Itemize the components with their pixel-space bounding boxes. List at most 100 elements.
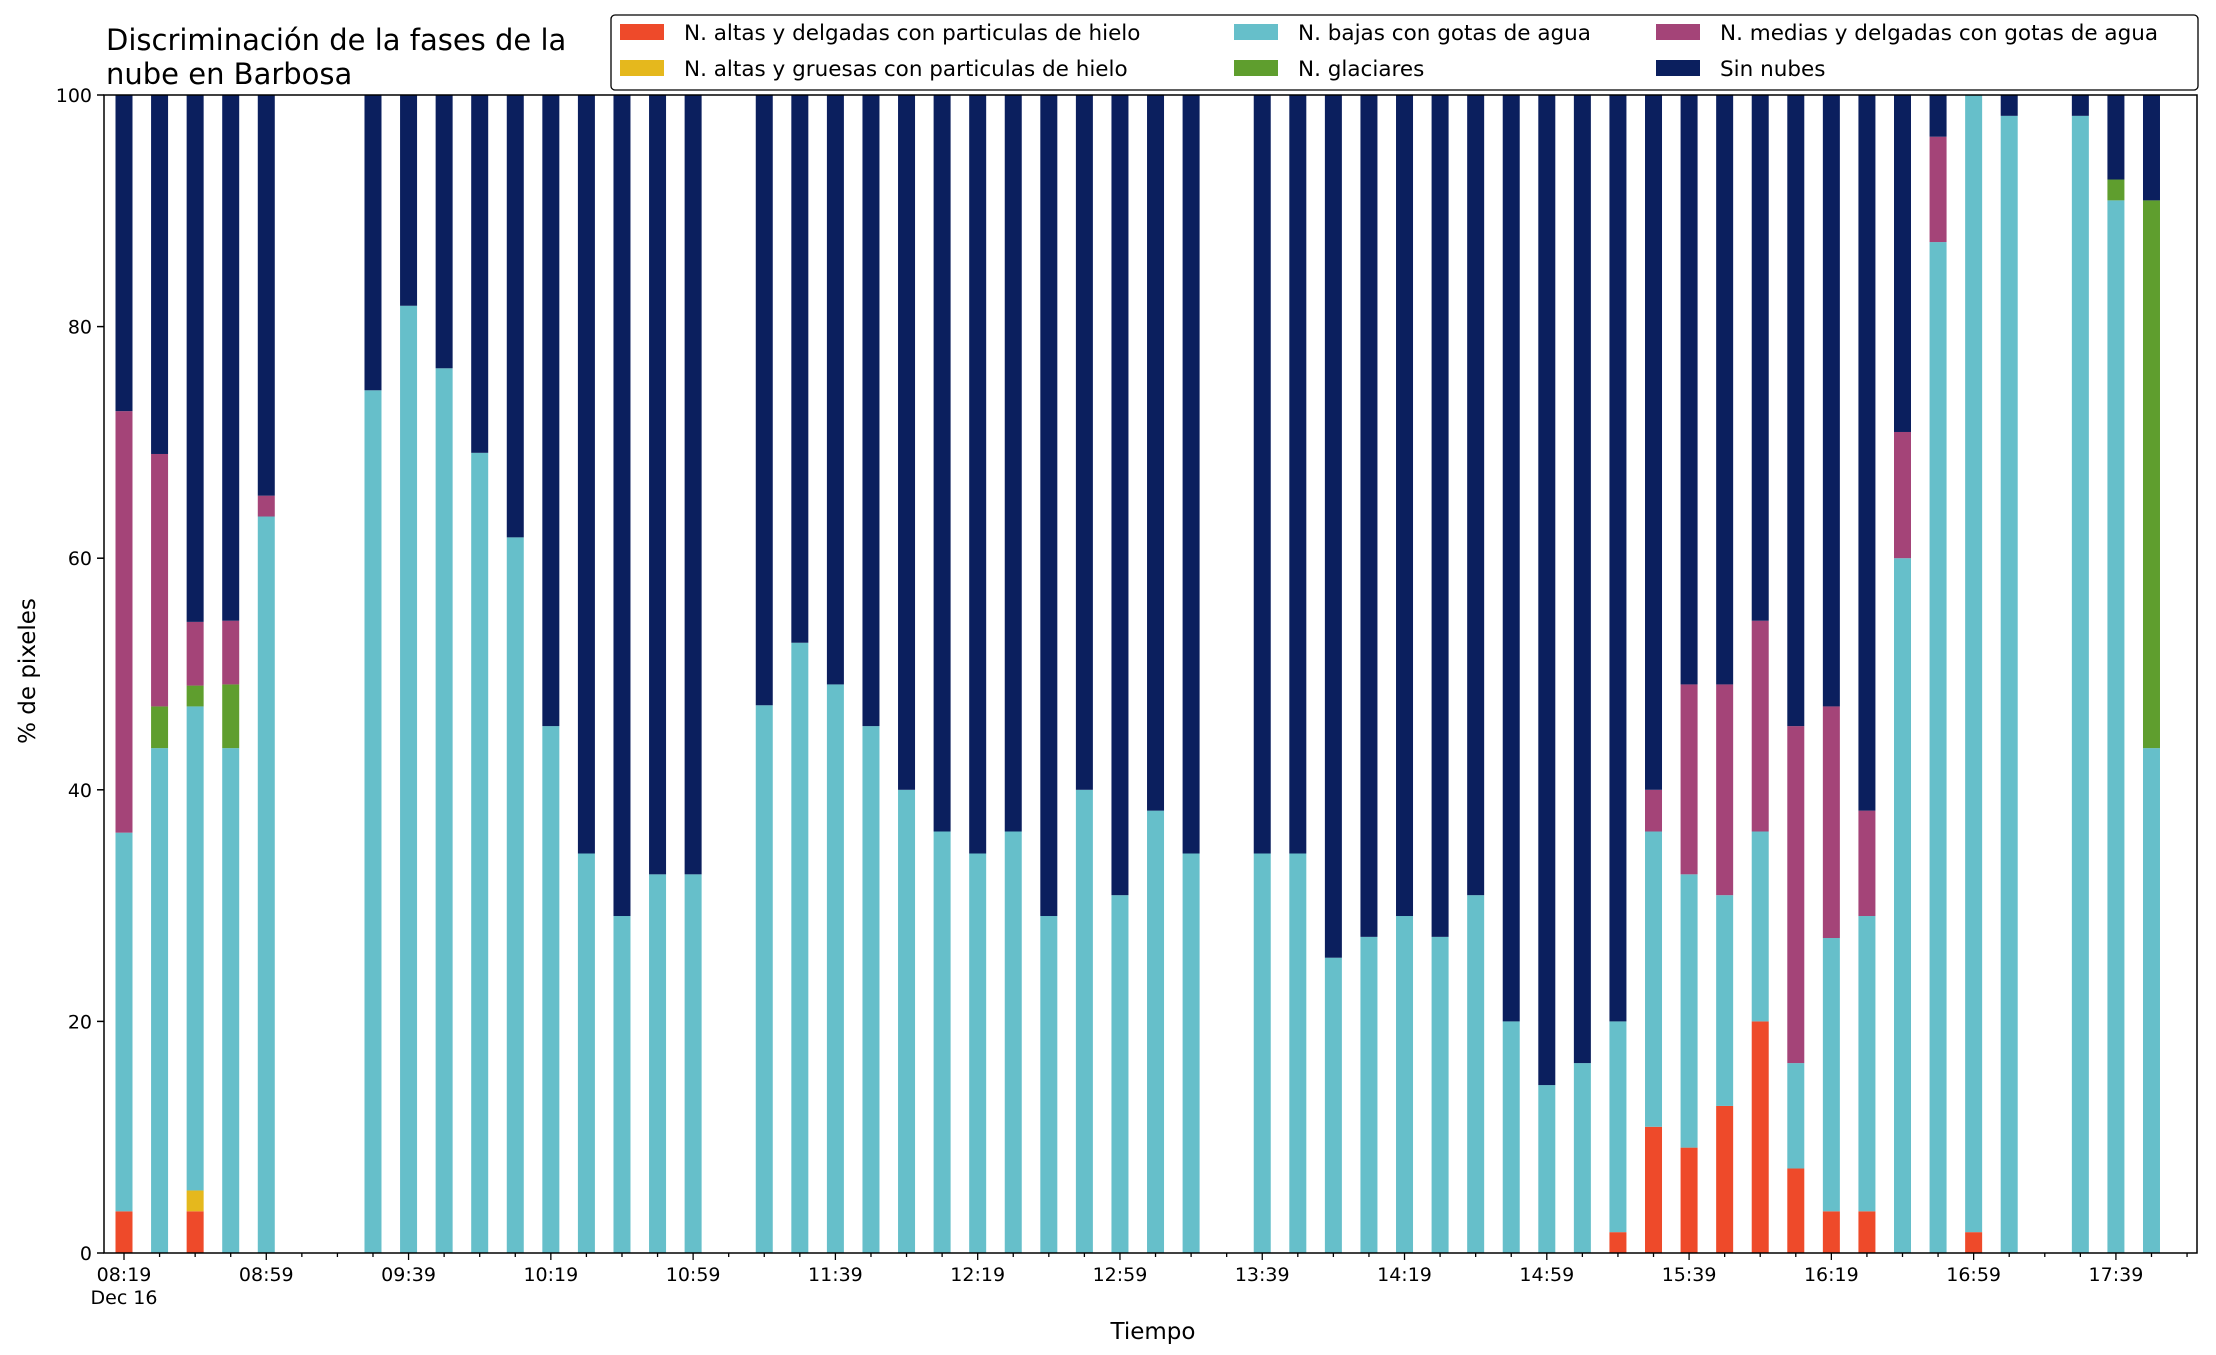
- bar-segment-sin_nubes: [2071, 95, 2089, 116]
- bar-stack-1419: [1396, 95, 1414, 1253]
- bar-stack-1739: [2107, 95, 2125, 1253]
- bar-segment-sin_nubes: [471, 95, 489, 453]
- chart-title: Discriminación de la fases de la nube en…: [106, 23, 566, 91]
- legend-swatch: [1234, 60, 1278, 76]
- y-tick-label: 20: [68, 1011, 92, 1033]
- bar-segment-agua_bajas: [2000, 115, 2018, 1254]
- bar-segment-sin_nubes: [1253, 95, 1271, 854]
- bar-stack-0949: [435, 95, 453, 1253]
- bar-segment-agua_bajas: [1716, 895, 1734, 1106]
- bars-group: [115, 95, 2160, 1254]
- legend-swatch: [1234, 24, 1278, 40]
- bar-segment-agua_bajas: [115, 832, 133, 1212]
- y-tick-label: 80: [68, 317, 92, 339]
- bar-segment-agua_bajas: [364, 390, 382, 1253]
- x-tick-label: 09:39: [381, 1264, 436, 1286]
- x-tick-label: 14:59: [1519, 1264, 1574, 1286]
- x-tick-label: 10:59: [666, 1264, 721, 1286]
- bar-stack-1159: [898, 95, 916, 1253]
- bar-segment-sin_nubes: [1004, 95, 1022, 832]
- bar-segment-sin_nubes: [933, 95, 951, 832]
- bar-segment-agua_bajas: [1787, 1063, 1805, 1169]
- bar-segment-sin_nubes: [1858, 95, 1876, 811]
- bar-segment-agua_bajas: [969, 853, 987, 1253]
- bar-segment-sin_nubes: [364, 95, 382, 391]
- legend-label: N. medias y delgadas con gotas de agua: [1720, 21, 2158, 46]
- bar-segment-medias_agua: [1680, 684, 1698, 875]
- y-axis-label: % de pixeles: [15, 598, 41, 744]
- bar-segment-hielo_delgadas: [1751, 1021, 1769, 1253]
- bar-segment-hielo_delgadas: [115, 1211, 133, 1253]
- chart-title-line-1: Discriminación de la fases de la: [106, 23, 566, 57]
- legend-label: N. altas y gruesas con particulas de hie…: [684, 57, 1128, 82]
- y-axis: 0 20 40 60 80 100: [56, 85, 104, 1265]
- bar-stack-1229: [1004, 95, 1022, 1253]
- bar-stack-0839: [186, 95, 204, 1253]
- bar-stack-1709: [2000, 95, 2018, 1254]
- x-tick-label: 14:19: [1377, 1264, 1432, 1286]
- bar-segment-agua_bajas: [862, 726, 880, 1253]
- bar-stack-0859: [257, 95, 275, 1253]
- bar-segment-hielo_delgadas: [1716, 1105, 1734, 1253]
- bar-segment-glaciares: [151, 706, 169, 749]
- bar-segment-agua_bajas: [1822, 938, 1840, 1212]
- x-tick-label: 08:59: [239, 1264, 294, 1286]
- bar-segment-sin_nubes: [1147, 95, 1165, 811]
- bar-segment-agua_bajas: [684, 874, 702, 1253]
- bar-segment-sin_nubes: [1040, 95, 1058, 917]
- bar-stack-1359: [1324, 95, 1342, 1253]
- bar-segment-sin_nubes: [1111, 95, 1129, 896]
- bar-segment-agua_bajas: [649, 874, 667, 1253]
- bar-segment-sin_nubes: [1538, 95, 1556, 1086]
- legend-swatch: [620, 24, 664, 40]
- bar-segment-glaciares: [2107, 179, 2125, 201]
- bar-segment-sin_nubes: [222, 95, 240, 621]
- legend: N. altas y delgadas con particulas de hi…: [610, 14, 2199, 91]
- plot-frame: [103, 94, 2198, 1254]
- bar-segment-medias_agua: [151, 453, 169, 707]
- bar-segment-agua_bajas: [1396, 916, 1414, 1253]
- bar-segment-hielo_delgadas: [1680, 1147, 1698, 1253]
- bar-segment-agua_bajas: [1253, 853, 1271, 1253]
- bar-segment-sin_nubes: [400, 95, 418, 306]
- bar-segment-medias_agua: [186, 621, 204, 686]
- bar-segment-agua_bajas: [222, 748, 240, 1253]
- bar-segment-agua_bajas: [1431, 936, 1449, 1253]
- legend-label: N. altas y delgadas con particulas de hi…: [684, 21, 1140, 46]
- bar-stack-1629: [1858, 95, 1876, 1253]
- bar-segment-sin_nubes: [2000, 95, 2018, 116]
- bar-segment-agua_bajas: [151, 748, 169, 1253]
- bar-stack-1639: [1894, 95, 1911, 1253]
- bar-segment-hielo_delgadas: [1645, 1126, 1663, 1253]
- bar-stack-1619: [1822, 95, 1840, 1253]
- bar-segment-agua_bajas: [1040, 916, 1058, 1253]
- bar-stack-1609: [1787, 95, 1805, 1253]
- x-tick-label: 13:39: [1235, 1264, 1290, 1286]
- bar-segment-medias_agua: [1751, 620, 1769, 832]
- bar-stack-1449: [1502, 95, 1520, 1253]
- bar-segment-sin_nubes: [1680, 95, 1698, 685]
- y-tick-label: 0: [80, 1243, 92, 1265]
- bar-stack-1549: [1716, 95, 1734, 1253]
- legend-label: Sin nubes: [1720, 57, 1825, 82]
- bar-stack-0849: [222, 95, 240, 1253]
- bar-segment-glaciares: [222, 684, 240, 749]
- bar-stack-1519: [1609, 95, 1627, 1253]
- x-tick-label: 10:19: [523, 1264, 578, 1286]
- bar-stack-0959: [471, 95, 489, 1253]
- bar-segment-agua_bajas: [933, 831, 951, 1253]
- bar-segment-agua_bajas: [186, 706, 204, 1191]
- bar-segment-agua_bajas: [1965, 95, 1983, 1233]
- legend-swatch: [1656, 60, 1700, 76]
- bar-segment-sin_nubes: [1182, 95, 1200, 854]
- bar-stack-1209: [933, 95, 951, 1253]
- bar-stack-1349: [1289, 95, 1307, 1253]
- x-tick-label: 15:39: [1662, 1264, 1717, 1286]
- bar-segment-medias_agua: [1645, 789, 1663, 832]
- bar-stack-1129: [791, 95, 809, 1253]
- bar-segment-sin_nubes: [1751, 95, 1769, 621]
- bar-stack-1049: [649, 95, 667, 1253]
- legend-swatch: [1656, 24, 1700, 40]
- bar-segment-hielo_delgadas: [186, 1211, 204, 1253]
